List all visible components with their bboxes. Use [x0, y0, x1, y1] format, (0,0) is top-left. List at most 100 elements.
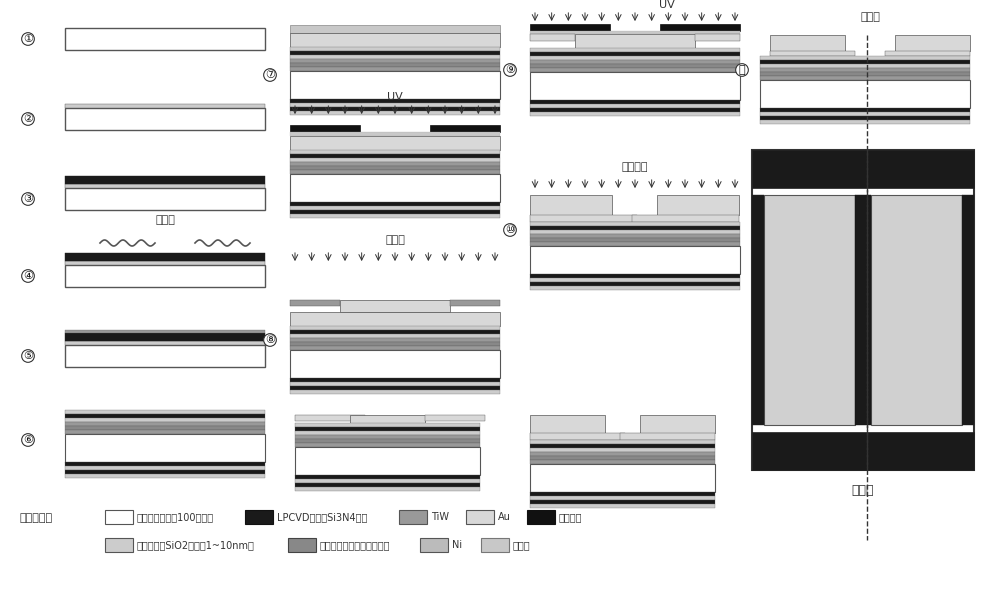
Bar [295, 415, 365, 421]
Bar [65, 261, 265, 265]
Bar [530, 226, 740, 230]
Text: 俯视图: 俯视图 [852, 484, 874, 497]
Text: ⑪: ⑪ [739, 65, 745, 75]
Bar [290, 150, 500, 154]
Bar [290, 350, 500, 378]
Bar [530, 448, 715, 452]
Bar [295, 447, 480, 475]
Bar [65, 434, 265, 462]
Bar [340, 300, 450, 312]
Bar [65, 466, 265, 470]
Bar [65, 176, 265, 184]
Bar [65, 462, 265, 466]
Bar [290, 136, 500, 150]
Bar [855, 195, 871, 425]
Bar [530, 274, 740, 278]
Bar [295, 443, 480, 447]
Bar [290, 162, 500, 166]
Bar [65, 474, 265, 478]
Bar [290, 206, 500, 210]
Bar [350, 415, 425, 423]
Bar [65, 418, 265, 422]
Bar [105, 510, 133, 524]
Text: LPCVD生长的Si3N4薄膜: LPCVD生长的Si3N4薄膜 [277, 512, 367, 522]
Bar [632, 215, 739, 222]
Bar [65, 426, 265, 430]
Bar [65, 470, 265, 474]
Bar [770, 51, 855, 56]
Bar [752, 150, 974, 188]
Bar [290, 214, 500, 218]
Bar [760, 80, 970, 108]
Bar [530, 282, 740, 286]
Text: 磁控溅射法制备氮化铝薄膜: 磁控溅射法制备氮化铝薄膜 [320, 540, 390, 550]
Bar [962, 195, 974, 425]
Bar [760, 60, 970, 64]
Bar [530, 440, 715, 444]
Bar [530, 215, 637, 222]
Bar [290, 55, 500, 59]
Bar [425, 415, 485, 421]
Bar [290, 334, 500, 338]
Bar [530, 278, 740, 282]
Text: ⑥: ⑥ [23, 435, 33, 445]
Bar [65, 184, 265, 188]
Bar [871, 195, 962, 425]
Bar [530, 24, 610, 31]
Bar [530, 195, 612, 215]
Bar [65, 422, 265, 426]
Bar [530, 452, 715, 456]
Bar [530, 238, 740, 242]
Bar [530, 492, 715, 496]
Bar [65, 265, 265, 287]
Bar [895, 35, 970, 51]
Bar [530, 456, 715, 460]
Bar [295, 475, 480, 479]
Bar [530, 56, 740, 60]
Bar [530, 31, 740, 34]
Bar [466, 510, 494, 524]
Bar [530, 48, 740, 52]
Bar [657, 195, 739, 215]
Bar [290, 51, 500, 55]
Bar [290, 132, 500, 136]
Text: ①: ① [23, 34, 33, 44]
Text: 光刻胶: 光刻胶 [513, 540, 530, 550]
Bar [290, 378, 500, 382]
Text: ③: ③ [23, 194, 33, 204]
Text: ⑩: ⑩ [505, 225, 515, 235]
Bar [290, 67, 500, 71]
Bar [530, 286, 740, 290]
Bar [530, 504, 715, 508]
Bar [290, 25, 500, 33]
Bar [65, 108, 265, 130]
Bar [760, 120, 970, 124]
Bar [290, 47, 500, 51]
Text: Ni: Ni [452, 540, 462, 550]
Text: ⑧: ⑧ [265, 335, 275, 345]
Text: 热氧化生长SiO2薄膜（1~10nm）: 热氧化生长SiO2薄膜（1~10nm） [137, 540, 255, 550]
Bar [530, 234, 740, 238]
Bar [760, 76, 970, 80]
Bar [290, 107, 500, 111]
Bar [530, 464, 715, 492]
Bar [65, 345, 265, 367]
Text: 热处理: 热处理 [155, 215, 175, 225]
Text: ⑦: ⑦ [265, 70, 275, 80]
Text: Au: Au [498, 512, 511, 522]
Bar [290, 170, 500, 174]
Bar [65, 410, 265, 414]
Text: 划切线: 划切线 [860, 12, 880, 22]
Bar [530, 108, 740, 112]
Bar [65, 414, 265, 418]
Bar [295, 435, 480, 439]
Text: UV: UV [387, 92, 403, 102]
Bar [295, 427, 480, 431]
Bar [295, 423, 480, 427]
Bar [760, 64, 970, 68]
Bar [640, 415, 715, 433]
Bar [290, 330, 500, 334]
Bar [290, 312, 500, 326]
Bar [530, 52, 740, 56]
Bar [770, 35, 845, 51]
